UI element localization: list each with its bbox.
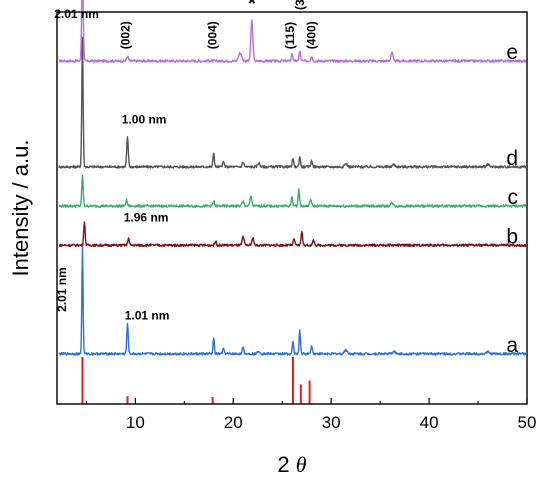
peak-annotation: (400) [305,21,319,49]
x-axis-label: 2 θ [277,452,306,477]
x-tick-label: 20 [224,413,243,432]
d-spacing-label: 1.96 nm [124,211,169,225]
trace-layer [58,0,527,356]
trace-e [58,0,527,63]
annotation-layer: (001)(002)(004)*(115)(313)(400)2.01 nm1.… [54,0,318,323]
trace-c [58,174,527,208]
peak-annotation: (002) [118,21,132,49]
curve-label-e: e [506,41,518,64]
peak-annotation: (313) [293,0,307,10]
x-tick-label: 30 [322,413,341,432]
curve-label-layer: e dcb a [506,41,518,357]
d-spacing-label: 2.01 nm [54,7,99,21]
plot-frame [56,11,528,405]
trace-a [58,246,527,356]
x-tick-label: 10 [126,413,145,432]
reference-stick-layer [81,356,311,404]
curve-label-d: d [506,147,518,170]
trace-d [58,36,527,169]
y-axis-label: Intensity / a.u. [8,140,33,277]
x-tick-label: 40 [420,413,439,432]
curve-label-b: b [506,225,518,248]
trace-b [58,221,527,248]
peak-annotation: 2.01 nm [55,267,69,312]
peak-annotation: (115) [283,22,297,49]
x-tick-label: 50 [518,413,537,432]
d-spacing-label: 1.01 nm [125,309,170,323]
impurity-marker: * [248,0,256,15]
peak-annotation: (004) [206,21,220,49]
x-tick-layer: 10 20 30 40 50 [85,398,537,432]
curve-label-a: a [506,334,518,357]
d-spacing-label: 1.00 nm [122,113,167,127]
curve-label-c: c [508,186,519,209]
